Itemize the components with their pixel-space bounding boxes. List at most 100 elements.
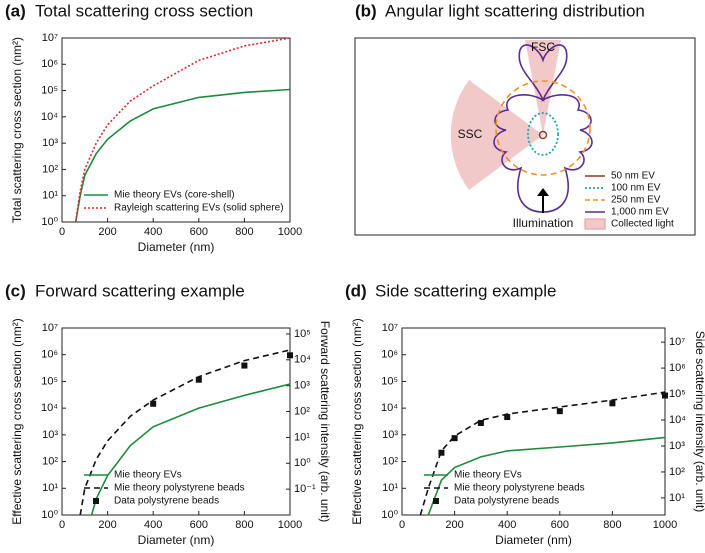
y2-tick-label: 10¹ xyxy=(669,492,685,504)
x-tick-label: 400 xyxy=(498,519,516,531)
y2-tick-label: 10² xyxy=(669,466,685,478)
y-tick-label: 10⁰ xyxy=(381,509,398,521)
y2-tick-label: 10³ xyxy=(294,380,310,392)
x-tick-label: 200 xyxy=(445,519,463,531)
y-tick-label: 10⁷ xyxy=(42,32,58,44)
series-line xyxy=(74,37,291,223)
plot-frame xyxy=(61,37,291,223)
curve-100nm xyxy=(527,112,559,156)
y-tick-label: 10⁴ xyxy=(381,402,398,414)
annotation: FSC xyxy=(531,40,555,54)
y2-tick-label: 10⁴ xyxy=(294,354,311,366)
legend-label: Rayleigh scattering EVs (solid sphere) xyxy=(114,203,284,214)
panel-label: (b) xyxy=(355,1,377,20)
legend-swatch xyxy=(433,498,439,504)
x-tick-label: 0 xyxy=(59,519,65,531)
y2-tick-label: 10⁵ xyxy=(669,388,686,400)
y-tick-label: 10⁴ xyxy=(41,402,58,414)
curve-250nm xyxy=(495,80,591,176)
x-tick-label: 400 xyxy=(144,226,162,238)
y-tick-label: 10⁰ xyxy=(41,509,58,521)
panel-title: Side scattering example xyxy=(375,281,556,300)
data-point xyxy=(195,376,202,383)
y-tick-label: 10⁰ xyxy=(41,216,58,228)
y-tick-label: 10⁷ xyxy=(42,322,58,334)
legend-swatch xyxy=(584,218,606,230)
y2-tick-label: 10¹ xyxy=(294,431,310,443)
y2-tick-label: 10⁰ xyxy=(294,457,311,469)
y-tick-label: 10³ xyxy=(382,429,398,441)
fsc-region xyxy=(525,40,561,135)
x-axis-label: Diameter (nm) xyxy=(138,240,215,254)
legend-label: Mie theory polystyrene beads xyxy=(114,483,245,494)
y2-tick-label: 10² xyxy=(294,405,310,417)
panel-label: (d) xyxy=(345,281,367,300)
y-tick-label: 10¹ xyxy=(382,482,398,494)
legend-label: 250 nm EV xyxy=(611,195,661,206)
y2-tick-label: 10⁻¹ xyxy=(294,483,316,495)
y-tick-label: 10³ xyxy=(42,137,58,149)
y2-tick-label: 10³ xyxy=(669,440,685,452)
y-tick-label: 10⁶ xyxy=(381,349,398,361)
series-line xyxy=(90,383,291,516)
y-tick-label: 10⁶ xyxy=(41,58,58,70)
legend-label: Collected light xyxy=(611,219,674,230)
x-tick-label: 0 xyxy=(59,226,65,238)
y-axis-label: Total scattering cross section (nm²) xyxy=(10,37,24,223)
data-point xyxy=(241,362,248,369)
x-tick-label: 600 xyxy=(190,226,208,238)
x-tick-label: 600 xyxy=(551,519,569,531)
x-tick-label: 400 xyxy=(144,519,162,531)
curve-1000nm xyxy=(493,44,593,213)
y-axis-label: Effective scattering cross section (nm²) xyxy=(10,318,24,525)
data-point xyxy=(438,449,445,456)
data-point xyxy=(451,435,458,442)
panel-label: (a) xyxy=(5,1,26,20)
panel-title: Total scattering cross section xyxy=(35,1,253,20)
legend-label: Data polystyrene beads xyxy=(114,496,219,507)
x-tick-label: 1000 xyxy=(653,519,677,531)
frame xyxy=(354,37,696,236)
data-point xyxy=(504,414,511,421)
panel-label: (c) xyxy=(5,281,26,300)
data-point xyxy=(287,352,293,359)
x-tick-label: 200 xyxy=(98,519,116,531)
series-line xyxy=(419,391,666,516)
y2-tick-label: 10⁵ xyxy=(294,328,311,340)
x-tick-label: 800 xyxy=(235,226,253,238)
y-tick-label: 10⁵ xyxy=(41,375,58,387)
y-tick-label: 10² xyxy=(42,163,58,175)
y2-axis-label: Side scattering intensity (arb. unit) xyxy=(693,331,705,512)
x-axis-label: Diameter (nm) xyxy=(138,533,215,547)
panel-title: Forward scattering example xyxy=(35,281,245,300)
legend-label: Mie theory EVs xyxy=(114,470,182,481)
legend-label: Mie theory EVs (core-shell) xyxy=(114,190,235,201)
y-tick-label: 10¹ xyxy=(42,482,58,494)
y-tick-label: 10² xyxy=(42,455,58,467)
data-point xyxy=(609,400,616,407)
x-tick-label: 800 xyxy=(603,519,621,531)
y-tick-label: 10² xyxy=(382,455,398,467)
x-tick-label: 600 xyxy=(190,519,208,531)
y-tick-label: 10¹ xyxy=(42,190,58,202)
x-tick-label: 800 xyxy=(235,519,253,531)
x-tick-label: 1000 xyxy=(278,519,302,531)
annotation: SSC xyxy=(458,127,483,141)
panel-title: Angular light scattering distribution xyxy=(385,1,645,20)
annotation: Illumination xyxy=(513,216,574,230)
data-point xyxy=(477,419,484,426)
x-axis-label: Diameter (nm) xyxy=(495,533,572,547)
curve-50nm xyxy=(538,130,548,140)
x-tick-label: 0 xyxy=(399,519,405,531)
legend-swatch xyxy=(93,498,99,504)
y-tick-label: 10⁷ xyxy=(382,322,398,334)
data-point xyxy=(556,408,563,415)
y2-tick-label: 10⁷ xyxy=(669,336,685,348)
arrow-head xyxy=(537,188,549,196)
x-tick-label: 200 xyxy=(98,226,116,238)
y-tick-label: 10³ xyxy=(42,429,58,441)
legend-label: 1,000 nm EV xyxy=(611,207,669,218)
y-tick-label: 10⁵ xyxy=(41,84,58,96)
y-tick-label: 10⁶ xyxy=(41,349,58,361)
